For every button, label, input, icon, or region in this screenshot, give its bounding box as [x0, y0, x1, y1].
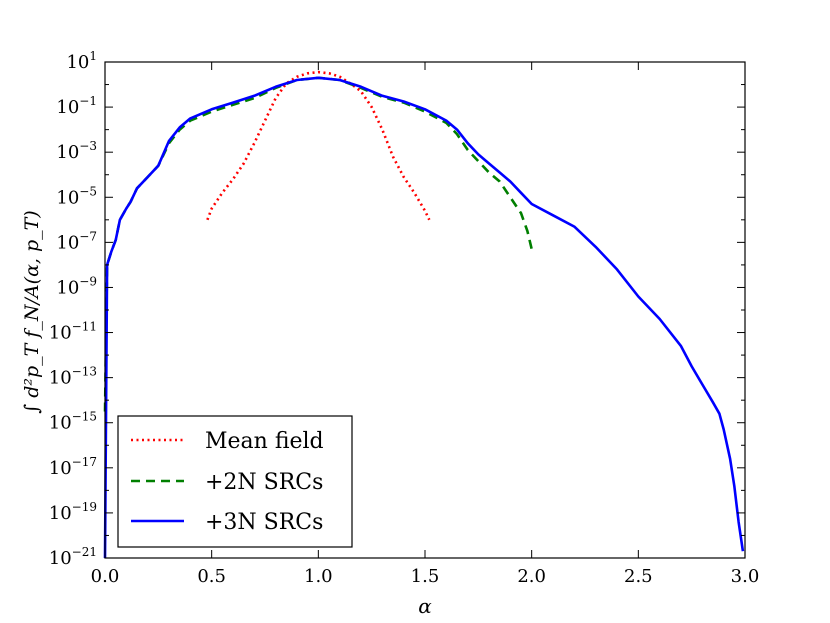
- y-tick-label: 10−17: [49, 455, 97, 479]
- y-tick-label: 10−15: [49, 410, 97, 434]
- x-tick-label: 2.0: [517, 566, 546, 587]
- y-tick-label: 10−7: [56, 229, 97, 253]
- legend-label-3n-srcs: +3N SRCs: [205, 510, 323, 535]
- y-tick-label: 10−5: [56, 184, 97, 208]
- x-tick-label: 1.5: [411, 566, 440, 587]
- legend-label-2n-srcs: +2N SRCs: [205, 470, 323, 495]
- series-line-mean-field: [206, 70, 431, 221]
- y-tick-label: 10−19: [49, 500, 97, 524]
- x-axis-label: α: [418, 594, 432, 618]
- y-tick-label: 10−1: [56, 94, 97, 118]
- y-tick-label: 10−21: [49, 545, 97, 569]
- series-line-2n-srcs: [103, 76, 533, 412]
- y-tick-label: 10−3: [56, 139, 97, 163]
- x-tick-label: 0.5: [197, 566, 226, 587]
- y-axis-label: ∫ d²p_T f_N/A(α, p_T): [21, 210, 43, 413]
- legend-box: [117, 415, 353, 548]
- y-tick-label: 101: [66, 49, 97, 73]
- x-tick-label: 2.5: [624, 566, 653, 587]
- x-tick-label: 3.0: [731, 566, 760, 587]
- axis-ticks: 0.0 0.5 1.0 1.5 2.0 2.5 3.0 101 10−1 10−3 10−5 10−7…: [49, 49, 760, 587]
- y-tick-label: 10−11: [49, 320, 97, 344]
- legend-label-mean-field: Mean field: [205, 429, 324, 454]
- y-tick-label: 10−9: [56, 274, 97, 298]
- y-tick-label: 10−13: [49, 365, 97, 389]
- legend: Mean field +2N SRCs +3N SRCs: [117, 415, 353, 548]
- x-tick-label: 1.0: [304, 566, 333, 587]
- x-tick-label: 0.0: [91, 566, 120, 587]
- series-line-3n-srcs: [103, 76, 745, 559]
